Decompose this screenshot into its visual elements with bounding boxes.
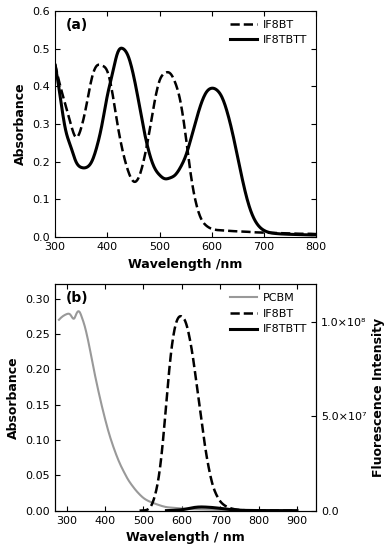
IF8BT bbox=[53, 61, 58, 67]
IF8BT bbox=[177, 92, 181, 99]
IF8BT bbox=[194, 201, 199, 208]
PCBM bbox=[56, 316, 61, 323]
IF8TBTT bbox=[179, 163, 183, 169]
IF8BT bbox=[295, 507, 299, 514]
Line: IF8TBTT: IF8TBTT bbox=[167, 507, 297, 511]
IF8BT bbox=[178, 313, 183, 320]
Y-axis label: Absorbance: Absorbance bbox=[7, 356, 20, 439]
IF8BT bbox=[137, 507, 142, 514]
PCBM bbox=[295, 507, 299, 514]
PCBM bbox=[265, 507, 269, 514]
IF8TBTT bbox=[295, 507, 299, 514]
PCBM bbox=[199, 506, 203, 512]
IF8TBTT bbox=[119, 45, 124, 51]
Line: IF8BT: IF8BT bbox=[140, 316, 297, 511]
IF8TBTT bbox=[308, 231, 313, 238]
IF8BT bbox=[314, 231, 318, 237]
IF8BT bbox=[213, 490, 218, 496]
IF8BT bbox=[178, 99, 183, 106]
X-axis label: Wavelength / nm: Wavelength / nm bbox=[126, 531, 245, 544]
IF8TBTT bbox=[199, 504, 203, 510]
IF8TBTT bbox=[227, 506, 232, 513]
PCBM bbox=[76, 308, 81, 315]
IF8TBTT bbox=[235, 507, 240, 514]
Line: PCBM: PCBM bbox=[59, 311, 297, 511]
IF8TBTT bbox=[314, 231, 318, 238]
PCBM bbox=[170, 504, 175, 511]
IF8TBTT bbox=[177, 165, 182, 172]
IF8BT bbox=[291, 507, 296, 514]
IF8TBTT bbox=[164, 507, 169, 514]
IF8BT bbox=[267, 507, 271, 514]
IF8TBTT bbox=[309, 231, 314, 238]
IF8BT bbox=[223, 503, 227, 509]
IF8BT bbox=[212, 488, 217, 494]
IF8TBTT bbox=[242, 507, 247, 514]
PCBM bbox=[172, 505, 176, 511]
Text: (b): (b) bbox=[65, 291, 88, 305]
IF8TBTT bbox=[267, 229, 272, 236]
IF8TBTT bbox=[226, 506, 231, 513]
PCBM bbox=[252, 507, 257, 514]
Y-axis label: Absorbance: Absorbance bbox=[14, 83, 27, 165]
IF8BT bbox=[267, 229, 271, 236]
PCBM bbox=[290, 507, 294, 514]
Legend: PCBM, IF8BT, IF8TBTT: PCBM, IF8BT, IF8TBTT bbox=[226, 290, 310, 338]
IF8TBTT bbox=[53, 62, 58, 69]
IF8TBTT bbox=[209, 85, 213, 91]
Legend: IF8BT, IF8TBTT: IF8BT, IF8TBTT bbox=[226, 17, 310, 48]
Line: IF8TBTT: IF8TBTT bbox=[55, 48, 316, 235]
PCBM bbox=[186, 506, 191, 512]
IF8BT bbox=[231, 506, 236, 512]
IF8TBTT bbox=[271, 507, 276, 514]
Line: IF8BT: IF8BT bbox=[55, 64, 316, 234]
Y-axis label: Fluorescence Intensity: Fluorescence Intensity bbox=[372, 318, 385, 477]
IF8BT bbox=[208, 225, 213, 231]
IF8TBTT bbox=[292, 507, 296, 514]
IF8TBTT bbox=[194, 114, 199, 121]
Text: (a): (a) bbox=[65, 18, 88, 32]
IF8BT bbox=[307, 230, 312, 237]
X-axis label: Wavelength /nm: Wavelength /nm bbox=[129, 257, 243, 271]
